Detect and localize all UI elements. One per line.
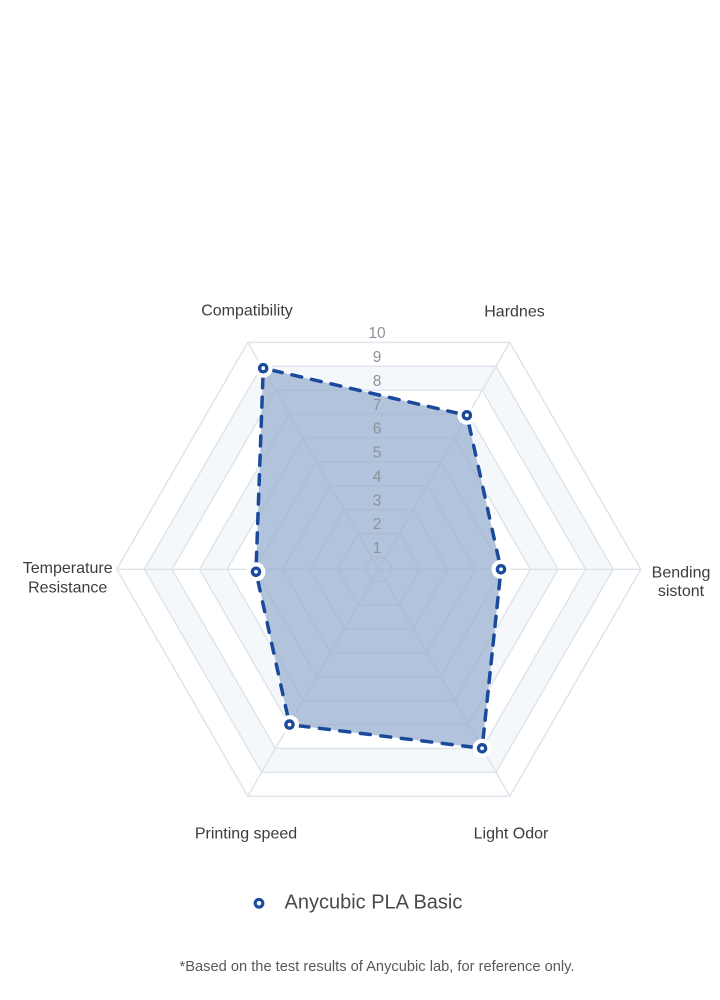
svg-text:9: 9 (373, 349, 382, 366)
svg-text:3: 3 (373, 492, 382, 509)
svg-text:Printing speed: Printing speed (195, 826, 297, 843)
svg-text:2: 2 (373, 516, 382, 533)
svg-text:6: 6 (373, 421, 382, 438)
svg-text:sistont: sistont (658, 583, 705, 600)
svg-text:Resistance: Resistance (28, 580, 107, 597)
svg-text:1: 1 (373, 540, 382, 557)
svg-text:8: 8 (373, 373, 382, 390)
svg-text:10: 10 (368, 325, 386, 342)
svg-text:Hardnes: Hardnes (484, 304, 544, 321)
svg-text:4: 4 (373, 468, 382, 485)
svg-text:Light Odor: Light Odor (474, 826, 549, 843)
svg-text:Compatibility: Compatibility (201, 303, 293, 320)
svg-text:Bending: Bending (652, 565, 711, 582)
svg-text:*Based on the test results of: *Based on the test results of Anycubic l… (180, 958, 575, 975)
svg-text:7: 7 (373, 397, 382, 414)
svg-text:5: 5 (373, 445, 382, 462)
svg-text:Temperature: Temperature (23, 560, 113, 577)
svg-text:Anycubic PLA Basic: Anycubic PLA Basic (285, 892, 463, 914)
